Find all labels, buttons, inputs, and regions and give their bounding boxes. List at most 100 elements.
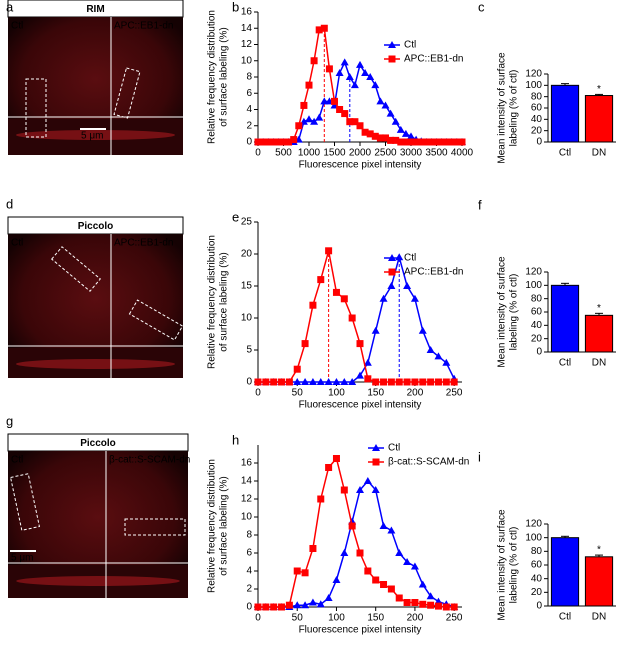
panel-letter: a [6, 0, 14, 14]
x-tick-label: 2500 [374, 148, 397, 159]
image-label: β-cat::S-SCAM-dn [109, 455, 190, 466]
data-point [293, 567, 301, 575]
x-axis-label: Fluorescence pixel intensity [299, 160, 422, 171]
data-point [351, 118, 359, 126]
data-point [280, 138, 287, 146]
y-axis-label: of surface labeling (%) [219, 476, 230, 576]
x-tick-label: 1500 [323, 148, 346, 159]
data-point [308, 378, 317, 385]
data-point [403, 599, 411, 606]
data-point [411, 599, 419, 606]
data-point [254, 138, 262, 146]
data-point [434, 378, 442, 386]
data-point [269, 138, 277, 146]
data-point [392, 136, 400, 144]
data-point [293, 378, 302, 385]
data-point [356, 60, 364, 68]
y-tick-label: 120 [525, 267, 542, 278]
data-point [434, 602, 442, 610]
data-point [434, 352, 443, 360]
y-tick-label: 20 [241, 249, 253, 260]
data-point [422, 138, 430, 146]
data-point [309, 545, 317, 552]
y-axis-label: Mean intensity of surface [497, 509, 508, 621]
data-point [295, 122, 303, 130]
data-point [443, 138, 451, 146]
data-point [361, 68, 370, 76]
data-point [320, 24, 328, 32]
y-tick-label: 8 [246, 530, 252, 541]
bar [550, 84, 580, 143]
data-point [371, 81, 380, 89]
bar [550, 537, 580, 607]
x-tick-label: 0 [255, 613, 261, 624]
image-label: APC::EB1-dn [114, 238, 173, 249]
data-point [379, 522, 388, 529]
data-point [341, 110, 349, 118]
y-tick-label: 4 [246, 566, 252, 577]
x-tick-label: 50 [292, 613, 304, 624]
data-point [332, 378, 341, 385]
data-point [371, 326, 380, 334]
data-point [300, 101, 308, 109]
data-point [418, 580, 427, 588]
data-point [379, 294, 388, 302]
y-tick-label: 60 [531, 307, 543, 318]
data-point [346, 118, 354, 126]
data-point [324, 594, 333, 601]
data-point [305, 81, 313, 89]
y-tick-label: 12 [241, 39, 253, 50]
data-point [274, 138, 282, 146]
data-point [310, 57, 318, 65]
panel-letter: e [232, 209, 239, 224]
y-tick-label: 10 [241, 313, 253, 324]
data-point [402, 138, 410, 146]
data-point [382, 134, 389, 142]
data-point [301, 569, 309, 577]
data-point [325, 247, 333, 255]
x-tick-label: DN [592, 612, 606, 623]
y-tick-label: 10 [241, 512, 253, 523]
data-point [395, 378, 403, 386]
data-point [331, 97, 338, 105]
data-point [285, 378, 293, 386]
data-point [309, 301, 317, 309]
scale-label: 5 μm [81, 131, 103, 142]
data-point [407, 138, 415, 146]
legend-label: Ctl [388, 443, 400, 454]
image-title: Piccolo [80, 438, 116, 449]
data-point [433, 138, 440, 146]
x-tick-label: 100 [328, 613, 345, 624]
scale-label: 5 μm [11, 553, 33, 564]
data-point [332, 576, 341, 583]
data-point [315, 26, 323, 34]
y-tick-label: 0 [246, 602, 252, 613]
legend-label: APC::EB1-dn [404, 267, 463, 278]
significance: * [597, 84, 601, 95]
image-title: RIM [86, 4, 104, 15]
panel-letter: c [478, 0, 485, 14]
bar [584, 95, 614, 143]
data-point [380, 581, 388, 588]
x-tick-label: DN [592, 358, 606, 369]
data-point [363, 358, 372, 366]
data-point [380, 378, 388, 386]
y-tick-label: 40 [531, 114, 543, 125]
data-point [427, 378, 435, 386]
y-tick-label: 0 [536, 601, 542, 612]
data-point [427, 138, 435, 146]
data-point [407, 132, 415, 140]
legend-marker [372, 458, 380, 466]
data-point [290, 136, 298, 144]
data-point [316, 600, 325, 608]
data-point [317, 276, 325, 284]
data-point [356, 340, 364, 348]
data-point [426, 346, 435, 353]
data-point [264, 138, 272, 146]
x-tick-label: 200 [407, 613, 424, 624]
data-point [308, 598, 317, 606]
x-tick-label: 500 [275, 148, 292, 159]
y-axis-label: labeling (% of ctl) [509, 527, 520, 604]
data-point [391, 117, 400, 125]
y-tick-label: 12 [241, 494, 253, 505]
